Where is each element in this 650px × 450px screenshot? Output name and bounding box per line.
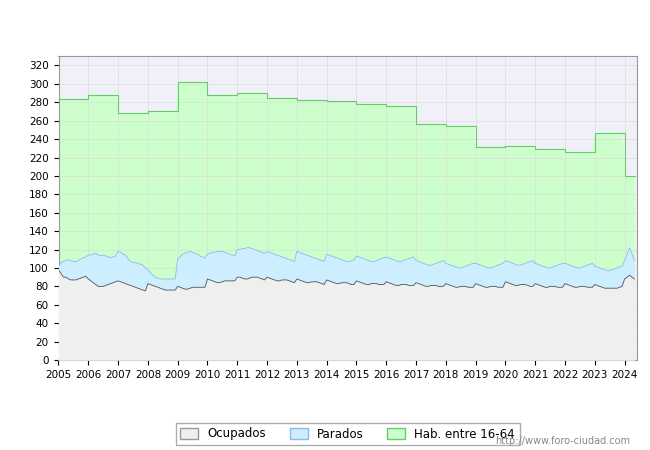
Legend: Ocupados, Parados, Hab. entre 16-64: Ocupados, Parados, Hab. entre 16-64: [176, 423, 520, 445]
Text: Terque - Evolucion de la poblacion en edad de Trabajar Mayo de 2024: Terque - Evolucion de la poblacion en ed…: [83, 17, 567, 31]
Text: http://www.foro-ciudad.com: http://www.foro-ciudad.com: [495, 436, 630, 446]
